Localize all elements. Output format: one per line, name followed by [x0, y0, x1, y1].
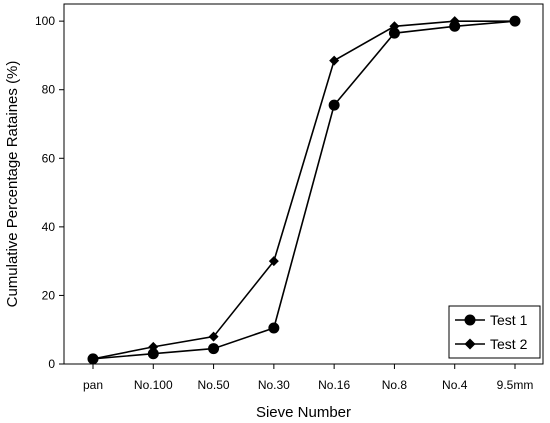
x-tick-label: No.50 [198, 378, 230, 392]
data-point-test-2 [449, 16, 460, 27]
legend-marker-test-1 [464, 314, 476, 326]
y-axis-title: Cumulative Percentage Rataines (%) [4, 61, 21, 308]
data-point-test-2 [268, 256, 279, 267]
data-point-test-1 [388, 27, 400, 39]
data-point-test-2 [88, 353, 98, 364]
legend-box [448, 305, 541, 359]
data-point-test-1 [328, 99, 340, 111]
y-tick-label: 60 [42, 151, 56, 165]
x-tick-label: No.30 [258, 378, 290, 392]
data-point-test-2 [329, 55, 340, 66]
y-tick-label: 0 [48, 357, 55, 371]
x-axis-title: Sieve Number [256, 404, 351, 421]
x-axis: pan No.100 No.50 No.30 No.16 No.8 No.4 9.5mm [83, 364, 533, 392]
data-point-test-2 [148, 341, 159, 352]
data-point-test-1 [147, 348, 159, 360]
data-point-test-2 [389, 21, 400, 32]
x-tick-label: No.8 [382, 378, 408, 392]
series-line-test-2 [92, 20, 515, 360]
x-tick-label: 9.5mm [497, 378, 534, 392]
x-tick-label: pan [83, 378, 103, 392]
data-point-test-1 [208, 343, 220, 355]
data-point-test-1 [268, 322, 280, 334]
legend-label-test-2: Test 2 [490, 336, 528, 352]
plot-frame [63, 3, 544, 365]
x-tick-label: No.4 [442, 378, 468, 392]
y-tick-label: 40 [42, 220, 56, 234]
series-layer [87, 15, 521, 365]
legend-label-test-1: Test 1 [490, 312, 528, 328]
legend-marker-test-2 [464, 338, 476, 350]
x-tick-label: No.16 [318, 378, 350, 392]
x-tick-label: No.100 [134, 378, 173, 392]
series-line-test-1 [92, 20, 516, 360]
y-tick-label: 100 [35, 14, 55, 28]
data-point-test-2 [208, 331, 219, 342]
y-tick-label: 20 [42, 288, 56, 302]
y-tick-label: 80 [42, 83, 56, 97]
data-point-test-1 [449, 20, 461, 32]
y-axis: 0 20 40 60 80 100 [35, 14, 64, 371]
legend: Test 1 Test 2 [448, 305, 541, 359]
data-point-test-2 [510, 16, 520, 27]
